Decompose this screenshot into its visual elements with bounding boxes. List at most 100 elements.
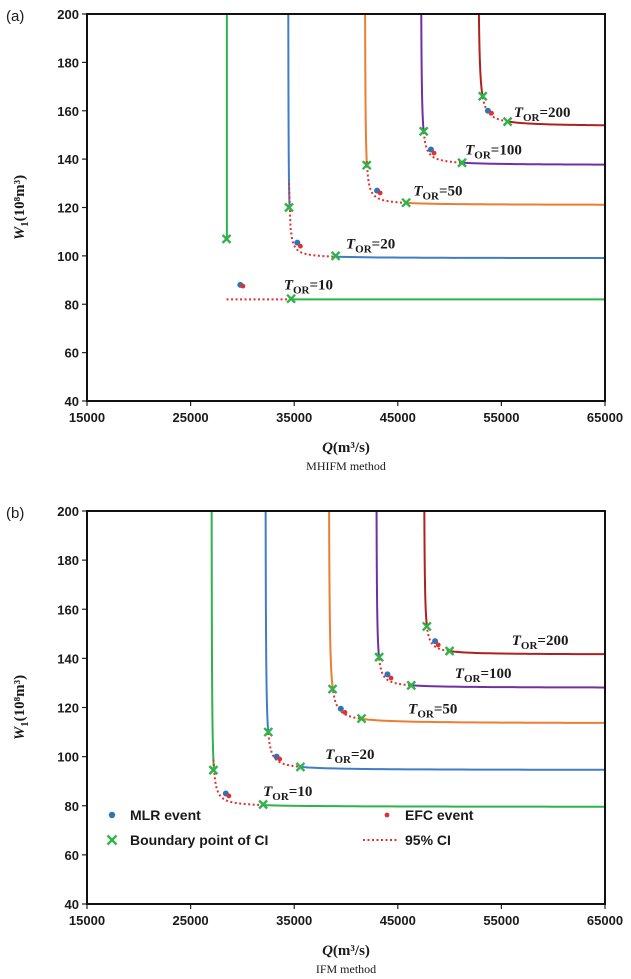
curve-label: TOR=20 xyxy=(325,747,374,766)
y-tick-label: 40 xyxy=(65,394,79,409)
curve-label: TOR=200 xyxy=(512,633,569,652)
efc-event-marker xyxy=(298,243,303,249)
curve-label-value: =200 xyxy=(537,633,568,649)
ci-dotted-segment xyxy=(365,161,407,204)
boundary-point-marker xyxy=(286,293,296,304)
y-tick-label: 200 xyxy=(57,7,79,22)
panel-label: (a) xyxy=(6,8,24,25)
x-axis-symbol: Q xyxy=(322,440,333,456)
ci-dotted-segment xyxy=(378,658,412,687)
curve-label-subscript: OR xyxy=(464,673,482,685)
y-axis-symbol: W xyxy=(12,225,28,240)
curve-label-symbol: T xyxy=(413,183,423,199)
curve-label: TOR=10 xyxy=(284,278,333,297)
curve-label-subscript: OR xyxy=(334,754,352,766)
x-tick-label: 35000 xyxy=(276,410,312,425)
curve-lower-branch xyxy=(263,804,605,808)
boundary-point-marker xyxy=(457,157,467,168)
legend-label-boundary: Boundary point of CI xyxy=(130,832,268,848)
efc-event-marker xyxy=(388,675,394,681)
y-tick-label: 140 xyxy=(57,651,79,666)
y-tick-label: 180 xyxy=(57,553,79,568)
curve-label-symbol: T xyxy=(408,702,418,718)
boundary-point-marker xyxy=(401,197,411,208)
legend-mlr-swatch xyxy=(108,811,116,819)
curve-label-subscript: OR xyxy=(293,285,311,297)
ci-dotted-segment xyxy=(425,625,450,653)
curve-label-value: =50 xyxy=(434,702,458,718)
curve-label: TOR=50 xyxy=(408,702,457,721)
y-tick-label: 40 xyxy=(65,897,79,912)
curve-label-value: =20 xyxy=(351,747,375,763)
curve-label-subscript: OR xyxy=(523,112,541,124)
curve-label: TOR=50 xyxy=(413,183,462,202)
x-tick-label: 25000 xyxy=(173,410,209,425)
ci-dotted-segment xyxy=(288,183,336,258)
ci-dotted-segment xyxy=(422,131,463,164)
legend-efc-swatch xyxy=(384,812,390,818)
boundary-point-marker xyxy=(374,652,385,662)
curve-label-value: =100 xyxy=(480,666,511,682)
x-tick-label: 45000 xyxy=(380,410,416,425)
y-tick-label: 180 xyxy=(57,55,79,70)
boundary-point-marker xyxy=(406,680,417,691)
curve-label-symbol: T xyxy=(284,278,294,294)
y-tick-label: 120 xyxy=(57,701,79,716)
x-tick-label: 65000 xyxy=(587,410,623,425)
efc-event-marker xyxy=(226,793,232,799)
curve-label-subscript: OR xyxy=(417,709,435,721)
y-tick-label: 200 xyxy=(57,504,79,519)
y-tick-label: 160 xyxy=(57,104,79,119)
mlr-event-marker xyxy=(294,239,301,246)
plot-frame xyxy=(86,510,606,905)
boundary-point-marker xyxy=(263,727,274,737)
y-axis-label: W1(10⁸m³) xyxy=(12,675,31,740)
efc-event-marker xyxy=(377,190,383,196)
y-axis-unit: (10⁸m³) xyxy=(12,675,28,721)
curve-label-symbol: T xyxy=(512,633,522,649)
legend-label-efc: EFC event xyxy=(405,807,474,823)
y-tick-label: 60 xyxy=(65,848,79,863)
curves-group xyxy=(210,511,605,808)
curve-label-symbol: T xyxy=(325,747,335,763)
curve-label: TOR=100 xyxy=(465,142,522,161)
x-axis-symbol: Q xyxy=(322,943,333,959)
y-axis-symbol: W xyxy=(12,725,28,740)
panel-b: (b) 40 60 80 100 120 140 160 180 200 15000 25000 350… xyxy=(6,504,623,976)
boundary-point-marker xyxy=(284,202,294,213)
y-tick-label: 120 xyxy=(57,201,79,216)
curve-label-subscript: OR xyxy=(355,244,373,256)
y-tick-label: 160 xyxy=(57,602,79,617)
curve-label-subscript: OR xyxy=(272,791,290,803)
ci-dotted-segment xyxy=(267,732,301,768)
y-tick-label: 80 xyxy=(65,799,79,814)
x-tick-label: 25000 xyxy=(173,913,209,928)
curve-lower-branch xyxy=(449,650,605,656)
x-tick-label: 55000 xyxy=(483,913,519,928)
x-axis-unit: (m³/s) xyxy=(333,440,370,456)
x-tick-label: 35000 xyxy=(276,913,312,928)
curve-label-value: =100 xyxy=(491,142,522,158)
boundary-point-marker xyxy=(327,684,338,694)
boundary-point-marker xyxy=(330,251,341,261)
boundary-point-marker xyxy=(477,91,488,102)
curve-label-symbol: T xyxy=(346,237,356,253)
y-tick-label: 80 xyxy=(65,297,79,312)
curve-label-value: =20 xyxy=(372,237,396,253)
panel-label: (b) xyxy=(6,505,24,522)
efc-event-marker xyxy=(435,642,441,648)
x-tick-label: 45000 xyxy=(380,913,416,928)
curve-upper-branch xyxy=(420,14,425,132)
x-axis-label: Q(m³/s) xyxy=(322,943,370,959)
y-tick-label: 100 xyxy=(57,249,79,264)
boundary-point-marker xyxy=(444,646,455,656)
curve-upper-branch xyxy=(210,511,215,771)
curve-lower-branch xyxy=(411,684,605,689)
curve-lower-branch xyxy=(507,120,605,127)
curves-group xyxy=(225,14,605,301)
legend-boundary-swatch xyxy=(106,834,118,846)
y-tick-label: 100 xyxy=(57,750,79,765)
curve-label: TOR=200 xyxy=(514,105,571,124)
curve-label-symbol: T xyxy=(514,105,524,121)
curve-label-value: =50 xyxy=(439,183,463,199)
